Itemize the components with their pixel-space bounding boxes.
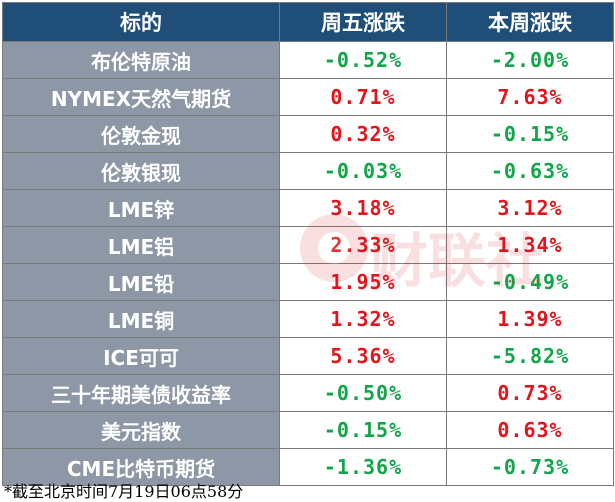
asset-name: 伦敦金现	[2, 115, 280, 153]
week-change-value: -5.82%	[446, 337, 614, 375]
asset-name: 三十年期美债收益率	[2, 374, 280, 412]
asset-name: NYMEX天然气期货	[2, 78, 280, 116]
table-row: 布伦特原油 -0.52% -2.00%	[2, 41, 614, 79]
market-change-table: 标的 周五涨跌 本周涨跌 布伦特原油 -0.52% -2.00% NYMEX天然气期货…	[2, 2, 614, 486]
header-week-change: 本周涨跌	[446, 2, 614, 42]
table-row: NYMEX天然气期货 0.71% 7.63%	[2, 78, 614, 116]
table-row: ICE可可 5.36% -5.82%	[2, 337, 614, 375]
asset-name: LME铜	[2, 300, 280, 338]
friday-change-value: 5.36%	[279, 337, 447, 375]
friday-change-value: 3.18%	[279, 189, 447, 227]
friday-change-value: -1.36%	[279, 448, 447, 486]
table-row: 伦敦银现 -0.03% -0.63%	[2, 152, 614, 190]
friday-change-value: 1.95%	[279, 263, 447, 301]
week-change-value: -0.73%	[446, 448, 614, 486]
asset-name: 布伦特原油	[2, 41, 280, 79]
footnote: *截至北京时间7月19日06点58分	[4, 482, 244, 501]
week-change-value: 0.73%	[446, 374, 614, 412]
friday-change-value: -0.52%	[279, 41, 447, 79]
week-change-value: -2.00%	[446, 41, 614, 79]
week-change-value: 1.34%	[446, 226, 614, 264]
week-change-value: -0.63%	[446, 152, 614, 190]
header-friday-change: 周五涨跌	[279, 2, 447, 42]
table-row: 美元指数 -0.15% 0.63%	[2, 411, 614, 449]
friday-change-value: 2.33%	[279, 226, 447, 264]
asset-name: LME铅	[2, 263, 280, 301]
friday-change-value: -0.15%	[279, 411, 447, 449]
asset-name: CME比特币期货	[2, 448, 280, 486]
week-change-value: 7.63%	[446, 78, 614, 116]
week-change-value: 3.12%	[446, 189, 614, 227]
table-header-row: 标的 周五涨跌 本周涨跌	[2, 2, 614, 42]
week-change-value: -0.15%	[446, 115, 614, 153]
asset-name: LME锌	[2, 189, 280, 227]
table-row: LME铅 1.95% -0.49%	[2, 263, 614, 301]
friday-change-value: -0.03%	[279, 152, 447, 190]
friday-change-value: 0.71%	[279, 78, 447, 116]
friday-change-value: 1.32%	[279, 300, 447, 338]
table-row: LME铜 1.32% 1.39%	[2, 300, 614, 338]
week-change-value: -0.49%	[446, 263, 614, 301]
week-change-value: 1.39%	[446, 300, 614, 338]
asset-name: ICE可可	[2, 337, 280, 375]
header-asset: 标的	[2, 2, 280, 42]
market-change-table-container: 标的 周五涨跌 本周涨跌 布伦特原油 -0.52% -2.00% NYMEX天然气期货…	[2, 2, 614, 486]
table-row: CME比特币期货 -1.36% -0.73%	[2, 448, 614, 486]
table-row: LME锌 3.18% 3.12%	[2, 189, 614, 227]
asset-name: LME铝	[2, 226, 280, 264]
week-change-value: 0.63%	[446, 411, 614, 449]
table-row: 三十年期美债收益率 -0.50% 0.73%	[2, 374, 614, 412]
friday-change-value: 0.32%	[279, 115, 447, 153]
friday-change-value: -0.50%	[279, 374, 447, 412]
asset-name: 美元指数	[2, 411, 280, 449]
table-row: LME铝 2.33% 1.34%	[2, 226, 614, 264]
asset-name: 伦敦银现	[2, 152, 280, 190]
table-row: 伦敦金现 0.32% -0.15%	[2, 115, 614, 153]
